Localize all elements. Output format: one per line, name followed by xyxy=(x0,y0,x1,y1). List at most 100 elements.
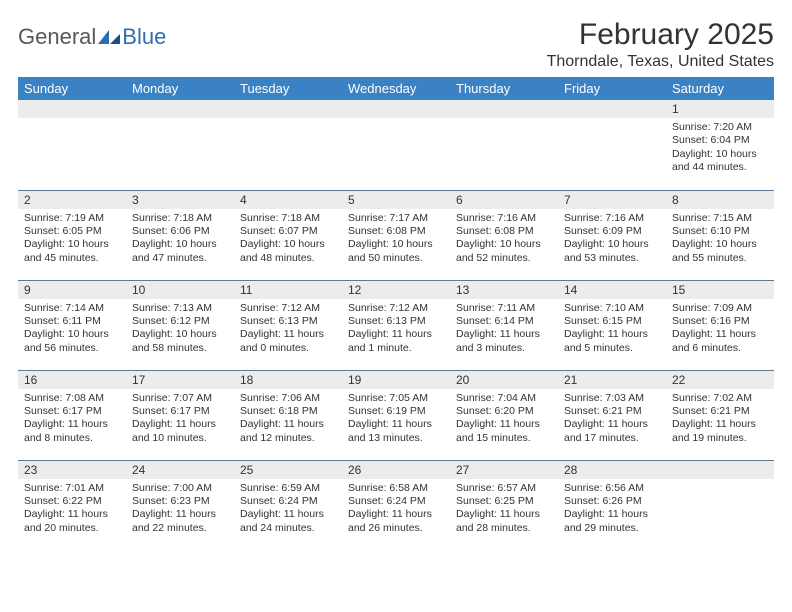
sunset-text: Sunset: 6:10 PM xyxy=(672,225,768,238)
daylight-text: Daylight: 11 hours and 28 minutes. xyxy=(456,508,552,535)
sunset-text: Sunset: 6:06 PM xyxy=(132,225,228,238)
daylight-text: Daylight: 11 hours and 29 minutes. xyxy=(564,508,660,535)
sunrise-text: Sunrise: 6:57 AM xyxy=(456,482,552,495)
day-details: Sunrise: 7:20 AMSunset: 6:04 PMDaylight:… xyxy=(666,118,774,175)
day-number: 17 xyxy=(126,371,234,389)
day-details: Sunrise: 7:18 AMSunset: 6:07 PMDaylight:… xyxy=(234,209,342,266)
calendar-cell: 12Sunrise: 7:12 AMSunset: 6:13 PMDayligh… xyxy=(342,280,450,370)
day-number: 26 xyxy=(342,461,450,479)
calendar-table: Sunday Monday Tuesday Wednesday Thursday… xyxy=(18,77,774,550)
sunrise-text: Sunrise: 6:59 AM xyxy=(240,482,336,495)
day-details: Sunrise: 7:17 AMSunset: 6:08 PMDaylight:… xyxy=(342,209,450,266)
day-number: 7 xyxy=(558,191,666,209)
sunset-text: Sunset: 6:24 PM xyxy=(240,495,336,508)
calendar-cell: 4Sunrise: 7:18 AMSunset: 6:07 PMDaylight… xyxy=(234,190,342,280)
sunset-text: Sunset: 6:11 PM xyxy=(24,315,120,328)
day-number: 18 xyxy=(234,371,342,389)
calendar-cell: 21Sunrise: 7:03 AMSunset: 6:21 PMDayligh… xyxy=(558,370,666,460)
sunrise-text: Sunrise: 7:01 AM xyxy=(24,482,120,495)
daylight-text: Daylight: 10 hours and 55 minutes. xyxy=(672,238,768,265)
day-number: 13 xyxy=(450,281,558,299)
daylight-text: Daylight: 11 hours and 26 minutes. xyxy=(348,508,444,535)
day-number: 5 xyxy=(342,191,450,209)
sunrise-text: Sunrise: 7:20 AM xyxy=(672,121,768,134)
day-details: Sunrise: 7:19 AMSunset: 6:05 PMDaylight:… xyxy=(18,209,126,266)
day-details: Sunrise: 7:03 AMSunset: 6:21 PMDaylight:… xyxy=(558,389,666,446)
sunrise-text: Sunrise: 7:05 AM xyxy=(348,392,444,405)
sunrise-text: Sunrise: 7:15 AM xyxy=(672,212,768,225)
sunrise-text: Sunrise: 7:03 AM xyxy=(564,392,660,405)
daylight-text: Daylight: 11 hours and 8 minutes. xyxy=(24,418,120,445)
calendar-cell: 15Sunrise: 7:09 AMSunset: 6:16 PMDayligh… xyxy=(666,280,774,370)
day-details: Sunrise: 7:18 AMSunset: 6:06 PMDaylight:… xyxy=(126,209,234,266)
day-number xyxy=(18,100,126,118)
sunrise-text: Sunrise: 7:11 AM xyxy=(456,302,552,315)
daylight-text: Daylight: 11 hours and 17 minutes. xyxy=(564,418,660,445)
day-number: 16 xyxy=(18,371,126,389)
sunrise-text: Sunrise: 7:10 AM xyxy=(564,302,660,315)
sunrise-text: Sunrise: 7:04 AM xyxy=(456,392,552,405)
day-number: 22 xyxy=(666,371,774,389)
day-number: 27 xyxy=(450,461,558,479)
daylight-text: Daylight: 10 hours and 48 minutes. xyxy=(240,238,336,265)
calendar-cell: 6Sunrise: 7:16 AMSunset: 6:08 PMDaylight… xyxy=(450,190,558,280)
day-number xyxy=(558,100,666,118)
sunset-text: Sunset: 6:22 PM xyxy=(24,495,120,508)
sunrise-text: Sunrise: 7:16 AM xyxy=(456,212,552,225)
day-details: Sunrise: 7:12 AMSunset: 6:13 PMDaylight:… xyxy=(342,299,450,356)
calendar-cell: 25Sunrise: 6:59 AMSunset: 6:24 PMDayligh… xyxy=(234,460,342,550)
calendar-cell: 17Sunrise: 7:07 AMSunset: 6:17 PMDayligh… xyxy=(126,370,234,460)
day-number: 21 xyxy=(558,371,666,389)
sunset-text: Sunset: 6:21 PM xyxy=(564,405,660,418)
calendar-cell: 9Sunrise: 7:14 AMSunset: 6:11 PMDaylight… xyxy=(18,280,126,370)
calendar-cell: 7Sunrise: 7:16 AMSunset: 6:09 PMDaylight… xyxy=(558,190,666,280)
sunset-text: Sunset: 6:08 PM xyxy=(456,225,552,238)
daylight-text: Daylight: 11 hours and 20 minutes. xyxy=(24,508,120,535)
sunrise-text: Sunrise: 7:18 AM xyxy=(132,212,228,225)
daylight-text: Daylight: 11 hours and 0 minutes. xyxy=(240,328,336,355)
calendar-page: General Blue February 2025 Thorndale, Te… xyxy=(0,0,792,550)
daylight-text: Daylight: 11 hours and 3 minutes. xyxy=(456,328,552,355)
daylight-text: Daylight: 11 hours and 12 minutes. xyxy=(240,418,336,445)
calendar-cell: 27Sunrise: 6:57 AMSunset: 6:25 PMDayligh… xyxy=(450,460,558,550)
location-label: Thorndale, Texas, United States xyxy=(547,53,774,71)
sunrise-text: Sunrise: 7:17 AM xyxy=(348,212,444,225)
sunrise-text: Sunrise: 7:14 AM xyxy=(24,302,120,315)
sunrise-text: Sunrise: 7:02 AM xyxy=(672,392,768,405)
day-details: Sunrise: 7:00 AMSunset: 6:23 PMDaylight:… xyxy=(126,479,234,536)
sunrise-text: Sunrise: 7:19 AM xyxy=(24,212,120,225)
sunrise-text: Sunrise: 7:12 AM xyxy=(348,302,444,315)
sunset-text: Sunset: 6:14 PM xyxy=(456,315,552,328)
day-details: Sunrise: 7:16 AMSunset: 6:08 PMDaylight:… xyxy=(450,209,558,266)
logo-text-general: General xyxy=(18,24,96,50)
calendar-week: 2Sunrise: 7:19 AMSunset: 6:05 PMDaylight… xyxy=(18,190,774,280)
calendar-week: 16Sunrise: 7:08 AMSunset: 6:17 PMDayligh… xyxy=(18,370,774,460)
calendar-cell: 8Sunrise: 7:15 AMSunset: 6:10 PMDaylight… xyxy=(666,190,774,280)
calendar-week: 1Sunrise: 7:20 AMSunset: 6:04 PMDaylight… xyxy=(18,100,774,190)
sunset-text: Sunset: 6:05 PM xyxy=(24,225,120,238)
day-details: Sunrise: 7:13 AMSunset: 6:12 PMDaylight:… xyxy=(126,299,234,356)
day-number: 28 xyxy=(558,461,666,479)
day-number: 25 xyxy=(234,461,342,479)
day-details: Sunrise: 7:05 AMSunset: 6:19 PMDaylight:… xyxy=(342,389,450,446)
calendar-cell: 10Sunrise: 7:13 AMSunset: 6:12 PMDayligh… xyxy=(126,280,234,370)
day-number xyxy=(234,100,342,118)
calendar-cell xyxy=(18,100,126,190)
day-number: 14 xyxy=(558,281,666,299)
day-number xyxy=(450,100,558,118)
sunrise-text: Sunrise: 7:00 AM xyxy=(132,482,228,495)
calendar-cell: 14Sunrise: 7:10 AMSunset: 6:15 PMDayligh… xyxy=(558,280,666,370)
day-number: 6 xyxy=(450,191,558,209)
sunset-text: Sunset: 6:26 PM xyxy=(564,495,660,508)
day-number: 15 xyxy=(666,281,774,299)
sunrise-text: Sunrise: 7:16 AM xyxy=(564,212,660,225)
day-number: 10 xyxy=(126,281,234,299)
day-number: 1 xyxy=(666,100,774,118)
daylight-text: Daylight: 10 hours and 44 minutes. xyxy=(672,148,768,175)
sunset-text: Sunset: 6:12 PM xyxy=(132,315,228,328)
day-number xyxy=(126,100,234,118)
col-wednesday: Wednesday xyxy=(342,77,450,100)
sunrise-text: Sunrise: 7:09 AM xyxy=(672,302,768,315)
sunrise-text: Sunrise: 7:12 AM xyxy=(240,302,336,315)
day-number xyxy=(666,461,774,479)
